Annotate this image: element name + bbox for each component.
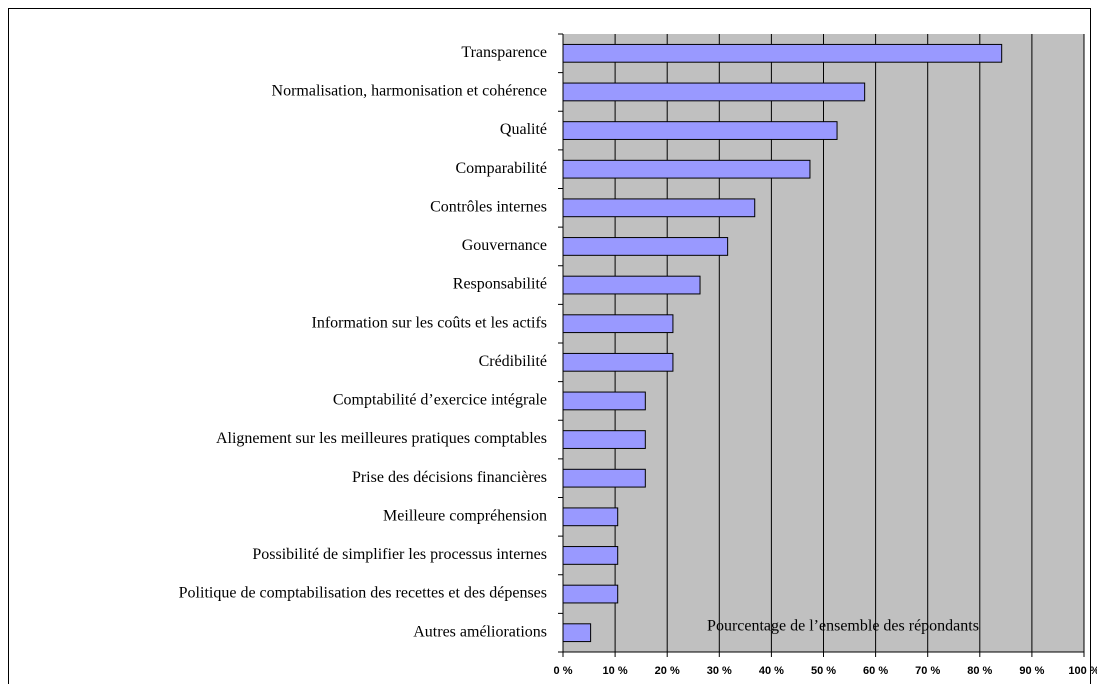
bar [562, 237, 729, 256]
bar [562, 546, 619, 565]
x-tick-label: 90 % [1019, 665, 1044, 677]
bar [562, 314, 674, 334]
bar [562, 623, 592, 643]
y-tick-label: Normalisation, harmonisation et cohérenc… [272, 83, 547, 100]
bar [562, 121, 838, 140]
y-tick-label: Possibilité de simplifier les processus … [252, 546, 547, 563]
bar [562, 82, 866, 102]
y-tick-label: Comparabilité [455, 160, 547, 177]
bar [562, 352, 674, 372]
bar [562, 391, 646, 411]
bar [562, 159, 811, 179]
y-tick-label: Prise des décisions financières [352, 469, 547, 486]
x-tick-label: 60 % [863, 665, 888, 677]
x-tick-label: 20 % [655, 665, 680, 677]
y-tick-label: Transparence [461, 44, 547, 61]
bar [562, 43, 1003, 63]
y-tick-label: Autres améliorations [413, 623, 547, 640]
y-tick-label: Politique de comptabilisation des recett… [179, 585, 547, 602]
x-tick-label: 100 % [1068, 665, 1097, 677]
bar [562, 468, 646, 488]
y-tick-label: Meilleure compréhension [383, 507, 547, 524]
bar [562, 198, 756, 218]
bar [562, 430, 646, 449]
y-tick-label: Information sur les coûts et les actifs [312, 314, 548, 331]
bar [562, 507, 619, 527]
y-tick-label: Contrôles internes [430, 198, 547, 215]
y-tick-label: Qualité [500, 121, 547, 138]
y-tick-label: Crédibilité [479, 353, 547, 370]
y-tick-label: Alignement sur les meilleures pratiques … [216, 430, 547, 447]
y-tick-label: Comptabilité d’exercice intégrale [333, 392, 547, 409]
x-tick-label: 30 % [707, 665, 732, 677]
x-tick-label: 50 % [811, 665, 836, 677]
x-tick-label: 70 % [915, 665, 940, 677]
annotation: Pourcentage de l’ensemble des répondants [707, 618, 979, 635]
bar [562, 275, 701, 295]
x-tick-label: 10 % [603, 665, 628, 677]
y-tick-label: Gouvernance [462, 237, 547, 254]
frame [8, 8, 1091, 684]
y-tick-label: Responsabilité [453, 276, 547, 293]
x-tick-label: 40 % [759, 665, 784, 677]
x-tick-label: 80 % [967, 665, 992, 677]
bar [562, 584, 619, 604]
x-tick-label: 0 % [554, 665, 573, 677]
